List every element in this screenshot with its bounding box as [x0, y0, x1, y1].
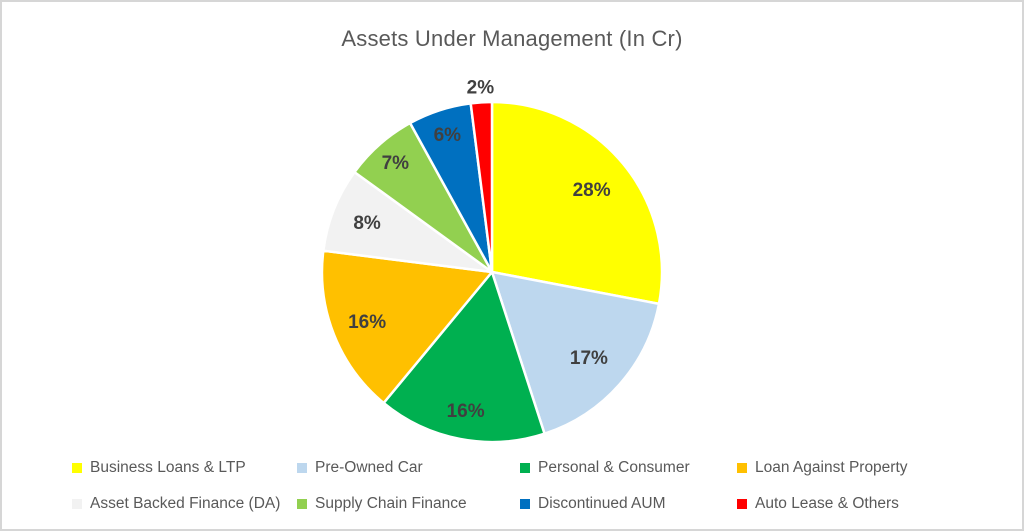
pie-slice-label: 7% [382, 153, 410, 174]
pie-slice-label: 28% [573, 180, 611, 201]
pie-slice-auto-lease-others [469, 100, 494, 274]
pie-slice-label: 16% [348, 312, 386, 333]
pie-slice-label: 17% [570, 348, 608, 369]
pie-slice-personal-consumer [382, 270, 546, 444]
chart-title: Assets Under Management (In Cr) [341, 26, 683, 51]
pie-slice-loan-against-property [320, 249, 494, 405]
pie-slice-label: 16% [447, 401, 485, 422]
pie-slice-label: 8% [353, 213, 381, 234]
pie-slice-pre-owned-car [490, 270, 661, 435]
pie-slice-business-loans-ltp [490, 100, 664, 306]
pie-slice-label: 2% [467, 78, 495, 99]
pie-slice-label: 6% [434, 125, 462, 146]
